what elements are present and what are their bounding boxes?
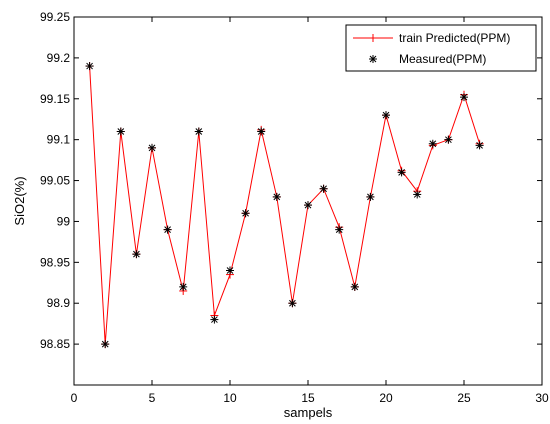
legend-marker-predicted	[369, 34, 377, 42]
point-measured	[350, 282, 359, 291]
point-measured	[226, 266, 234, 275]
y-tick-label: 99.1	[47, 133, 71, 147]
y-tick-label: 98.9	[47, 296, 71, 310]
point-measured	[85, 62, 94, 71]
plot-area	[73, 16, 543, 386]
x-tick-label: 25	[457, 391, 471, 405]
legend-label-predicted: train Predicted(PPM)	[399, 31, 510, 45]
x-tick-label: 30	[535, 391, 549, 405]
y-tick-label: 99.15	[40, 92, 70, 106]
point-measured	[148, 143, 156, 152]
point-measured	[194, 127, 203, 136]
y-tick-label: 99.05	[40, 174, 70, 188]
point-measured	[116, 127, 125, 136]
point-measured	[460, 93, 468, 102]
point-measured	[163, 225, 172, 234]
point-measured	[428, 139, 437, 148]
y-axis-label: SiO2(%)	[12, 176, 27, 225]
point-measured	[288, 299, 297, 308]
series-line-predicted	[89, 66, 481, 345]
y-tick-label: 98.85	[40, 337, 70, 351]
point-measured	[272, 192, 281, 201]
point-measured	[304, 201, 312, 210]
y-tick-label: 99	[57, 214, 71, 228]
point-measured	[413, 190, 422, 199]
y-tick-label: 99.25	[40, 10, 70, 24]
x-tick-label: 15	[301, 391, 315, 405]
point-measured	[319, 184, 328, 193]
axis-ticks: 0 5 10 15 20 25 30 98.85 98.9 98.95 99 99.05 99.1 99.…	[40, 10, 549, 405]
point-measured	[382, 111, 390, 120]
x-tick-label: 5	[149, 391, 156, 405]
legend-marker-measured	[369, 55, 377, 63]
point-measured	[397, 168, 406, 177]
point-measured	[210, 315, 219, 324]
legend-box	[345, 24, 537, 72]
point-measured	[366, 192, 375, 201]
y-tick-label: 99.2	[47, 51, 71, 65]
x-tick-label: 0	[71, 391, 78, 405]
y-tick-label: 98.95	[40, 255, 70, 269]
series-layer	[85, 62, 484, 349]
point-measured	[335, 225, 344, 234]
x-tick-label: 20	[379, 391, 393, 405]
x-tick-label: 10	[223, 391, 237, 405]
point-measured	[101, 340, 110, 349]
point-measured	[444, 135, 453, 144]
legend: train Predicted(PPM) Measured(PPM)	[345, 24, 537, 72]
point-measured	[257, 127, 266, 136]
point-measured	[475, 141, 484, 150]
x-axis-label: sampels	[284, 405, 333, 420]
legend-label-measured: Measured(PPM)	[399, 52, 486, 66]
point-measured	[241, 209, 250, 218]
point-measured	[132, 250, 141, 259]
point-measured	[179, 282, 188, 291]
